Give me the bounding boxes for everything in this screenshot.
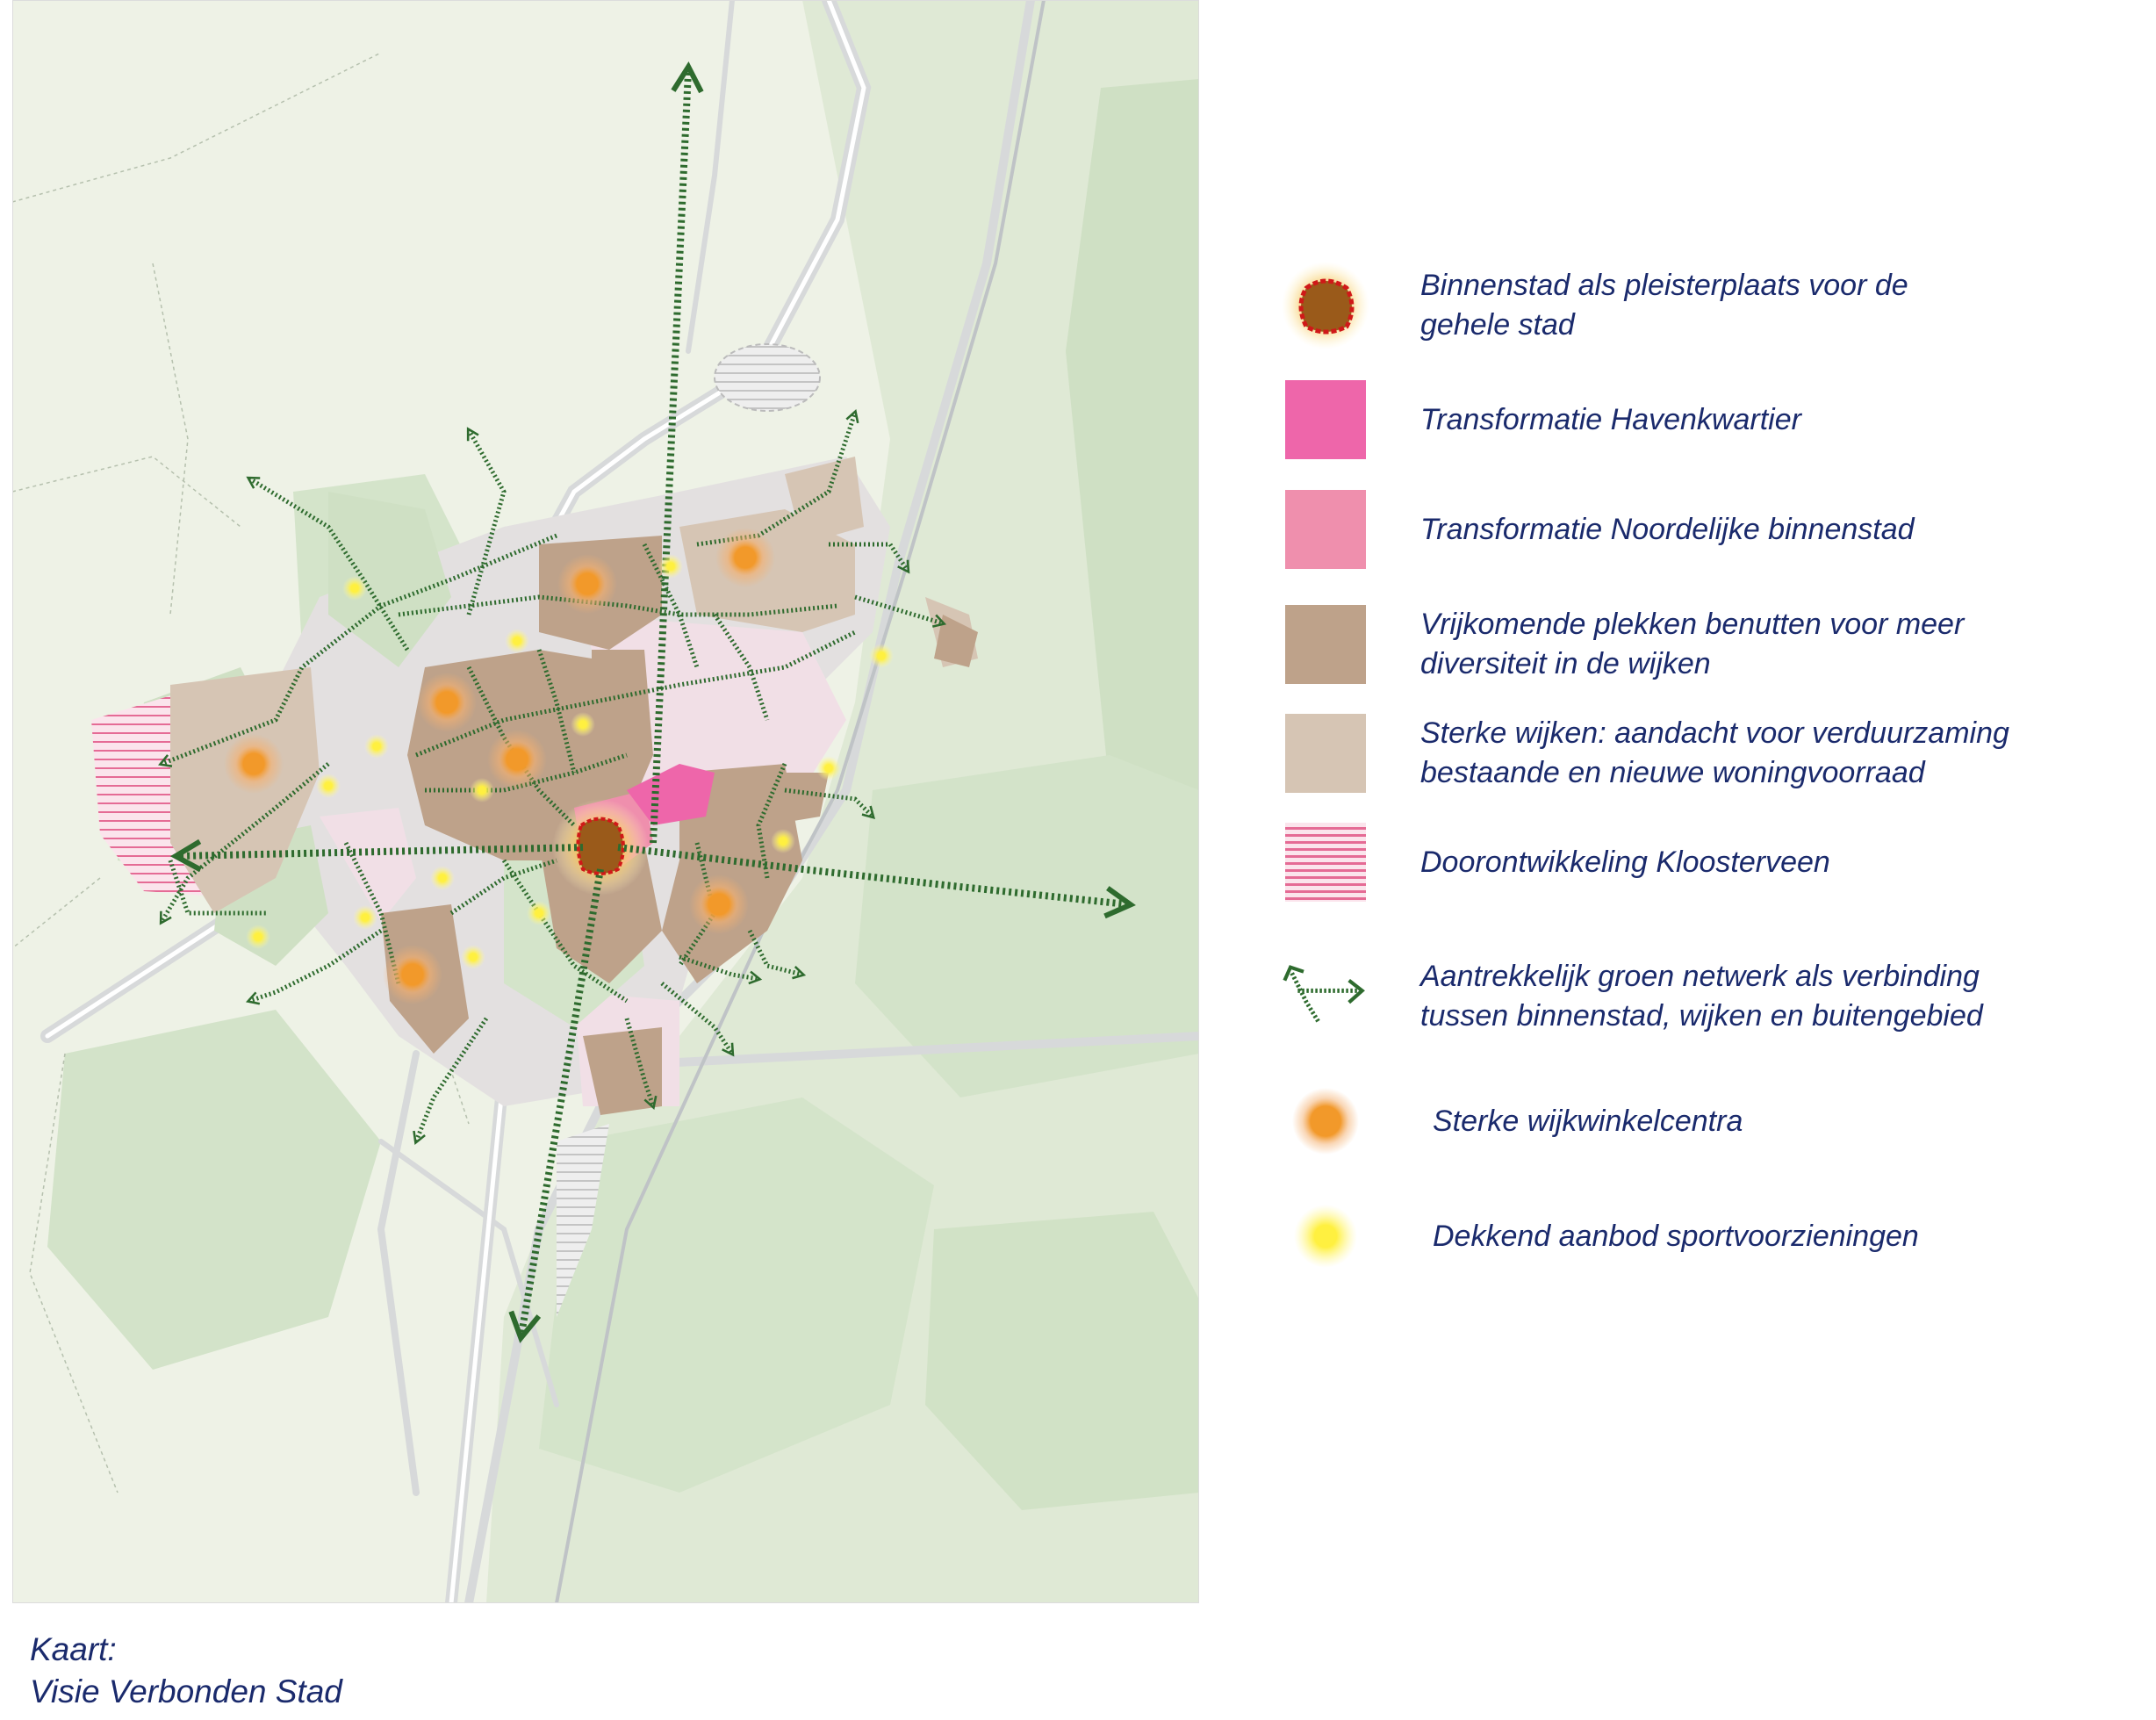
shopping-centre-dot [557, 554, 617, 614]
legend-item-noordelijke-binnenstad: Transformatie Noordelijke binnenstad [1282, 486, 2140, 573]
legend-label: Vrijkomende plekken benutten voor meer d… [1420, 608, 1965, 680]
pink-square-icon [1285, 490, 1366, 569]
legend-item-kloosterveen: Doorontwikkeling Kloosterveen [1282, 818, 2140, 906]
map-panel [12, 0, 1199, 1603]
shopping-centre-dot [715, 528, 775, 587]
legend-label: Binnenstad als pleisterplaats voor de ge… [1420, 269, 1908, 342]
shopping-centre-dot [689, 874, 749, 934]
caption-line-2: Visie Verbonden Stad [30, 1673, 342, 1709]
beige-square-icon [1285, 714, 1366, 793]
shopping-centre-dot [224, 734, 284, 794]
legend-item-sterke-wijken: Sterke wijken: aandacht voor verduurzami… [1282, 709, 2140, 797]
legend-label: Transformatie Noordelijke binnenstad [1420, 512, 1915, 546]
binnenstad-centre [576, 817, 625, 875]
legend-item-sportvoorzieningen: Dekkend aanbod sportvoorzieningen [1282, 1192, 2152, 1280]
legend-label: Sterke wijkwinkelcentra [1433, 1104, 1743, 1138]
legend-item-vrijkomende-plekken: Vrijkomende plekken benutten voor meer d… [1282, 601, 2140, 688]
shopping-centre-dot [383, 945, 442, 1004]
shopping-centre-dot [417, 673, 477, 732]
havenkwartier-area [627, 764, 715, 825]
legend-item-wijkwinkelcentra: Sterke wijkwinkelcentra [1282, 1077, 2152, 1165]
legend-label: Sterke wijken: aandacht voor verduurzami… [1420, 716, 2009, 789]
green-network-arrow-icon [1282, 953, 1369, 1040]
legend-label: Aantrekkelijk groen netwerk als verbindi… [1420, 960, 1983, 1033]
orange-dot-icon [1282, 1077, 1369, 1165]
binnenstad-blob-icon [1282, 262, 1369, 349]
legend-item-binnenstad: Binnenstad als pleisterplaats voor de ge… [1282, 262, 2140, 349]
legend-item-groen-netwerk: Aantrekkelijk groen netwerk als verbindi… [1282, 953, 2140, 1040]
magenta-square-icon [1285, 380, 1366, 459]
brown-square-icon [1285, 605, 1366, 684]
caption-line-1: Kaart: [30, 1631, 117, 1667]
shopping-centre-dot [487, 730, 547, 789]
striped-pink-square-icon [1285, 823, 1366, 902]
legend-label: Dekkend aanbod sportvoorzieningen [1433, 1219, 1919, 1253]
legend-label: Doorontwikkeling Kloosterveen [1420, 845, 1830, 879]
city-map [12, 0, 1199, 1603]
yellow-dot-icon [1282, 1192, 1369, 1280]
legend-item-havenkwartier: Transformatie Havenkwartier [1282, 376, 2140, 464]
legend-label: Transformatie Havenkwartier [1420, 402, 1801, 436]
